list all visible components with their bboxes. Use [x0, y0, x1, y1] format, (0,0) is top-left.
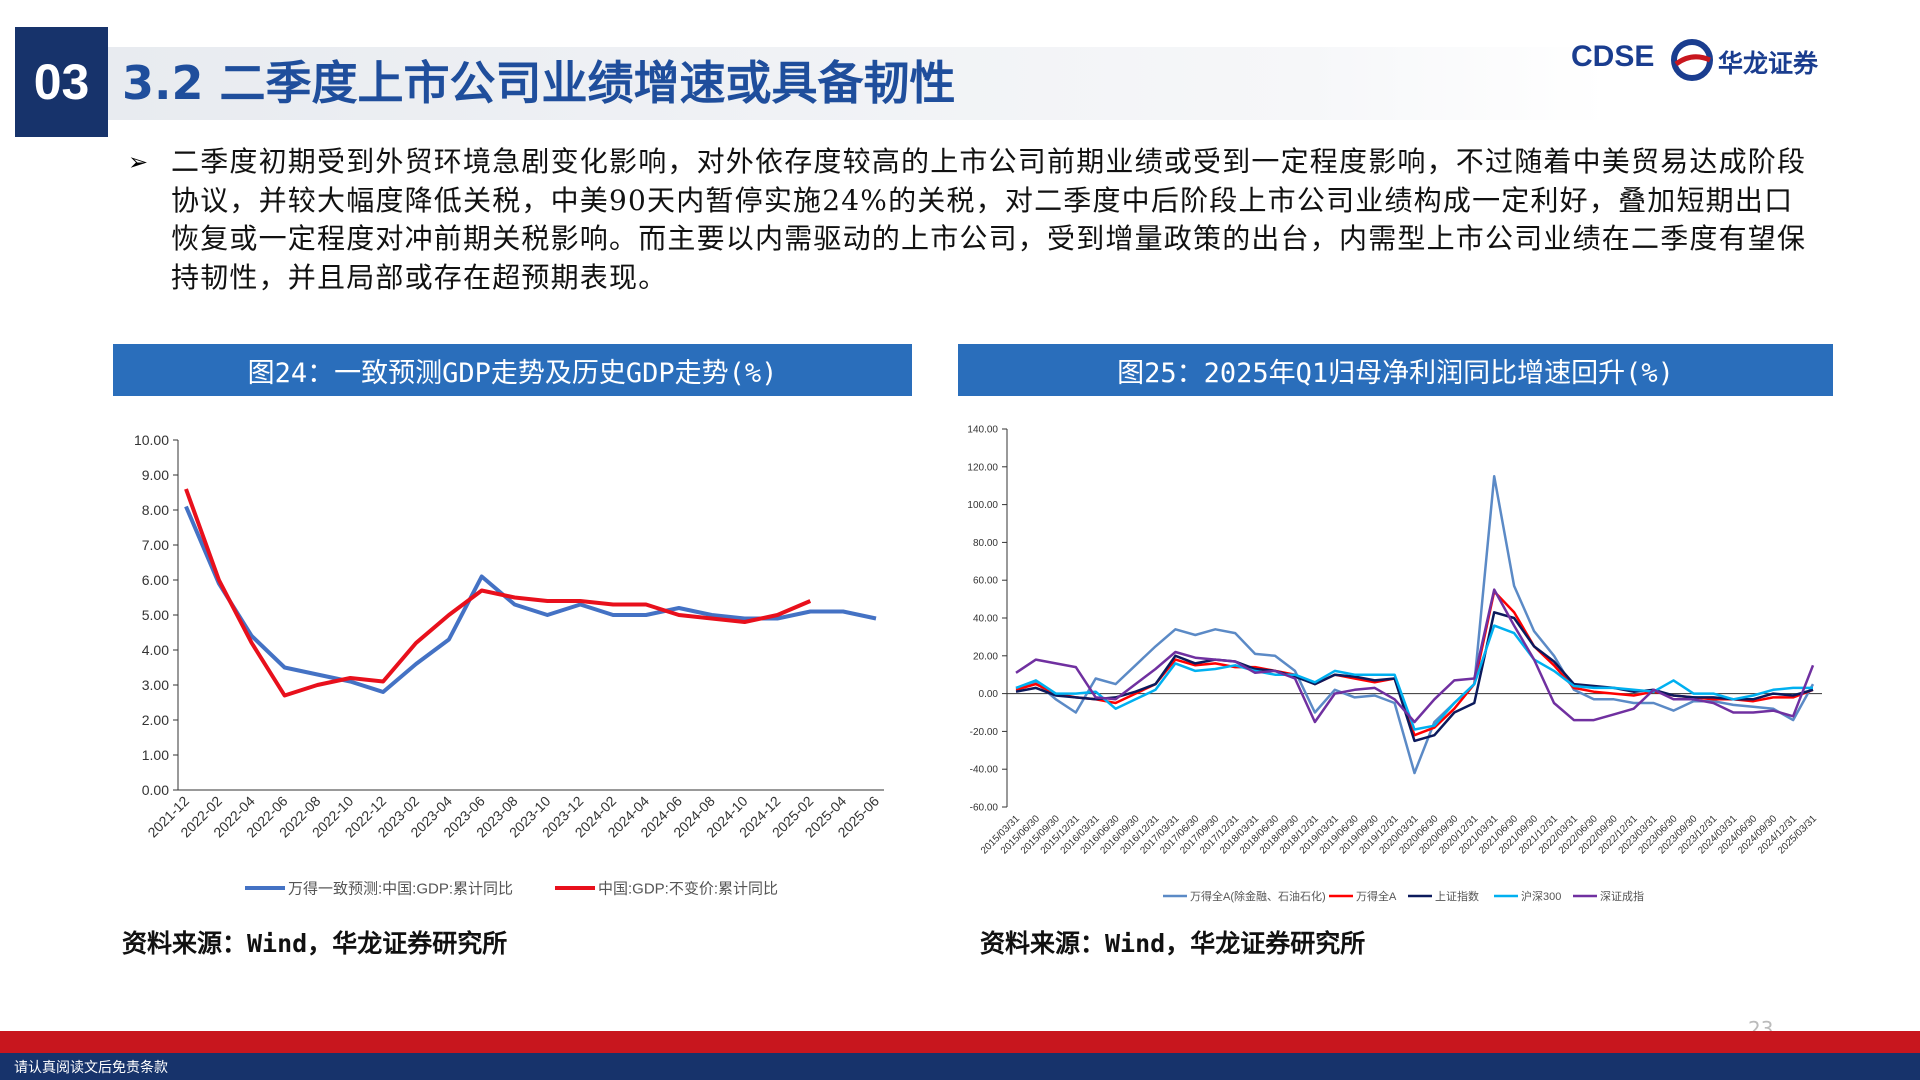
y-tick-label: -60.00 [970, 803, 999, 814]
series-line [1015, 611, 1814, 743]
y-tick-label: 100.00 [967, 500, 998, 511]
y-tick-label: 6.00 [142, 572, 169, 588]
company-name: 华龙证券 [1718, 49, 1819, 78]
series-line [1015, 590, 1814, 737]
series-line [1015, 624, 1813, 731]
y-tick-label: 7.00 [142, 537, 169, 553]
y-tick-label: -20.00 [970, 727, 999, 738]
y-tick-label: 0.00 [979, 689, 999, 700]
series-line [1015, 588, 1815, 724]
legend-label: 沪深300 [1521, 889, 1561, 903]
y-tick-label: 120.00 [967, 462, 998, 473]
legend-label: 上证指数 [1435, 889, 1479, 903]
chart-title: 图24：一致预测GDP走势及历史GDP走势(%) [113, 344, 912, 396]
logo-icon [1671, 39, 1713, 81]
y-tick-label: 9.00 [142, 467, 169, 483]
legend-label: 万得全A [1356, 889, 1397, 903]
legend-label: 深证成指 [1600, 889, 1644, 903]
y-tick-label: 140.00 [967, 425, 998, 436]
y-tick-label: 4.00 [142, 642, 169, 658]
y-tick-label: 1.00 [142, 747, 169, 763]
footer-text: 请认真阅读文后免责条款 [14, 1060, 168, 1076]
y-tick-label: 80.00 [973, 538, 998, 549]
source-note: 资料来源：Wind，华龙证券研究所 [980, 929, 1366, 958]
footer-band [0, 1031, 1920, 1053]
footer-band [0, 1053, 1920, 1080]
paragraph: 二季度初期受到外贸环境急剧变化影响，对外依存度较高的上市公司前期业绩或受到一定程… [171, 145, 1807, 294]
y-tick-label: 8.00 [142, 502, 169, 518]
y-tick-label: 2.00 [142, 712, 169, 728]
chart-title: 图25：2025年Q1归母净利润同比增速回升(%) [958, 344, 1833, 396]
legend-label: 万得一致预测:中国:GDP:累计同比 [288, 880, 513, 897]
y-tick-label: 20.00 [973, 651, 998, 662]
series-line [184, 488, 812, 698]
legend-label: 中国:GDP:不变价:累计同比 [598, 880, 778, 897]
section-number: 03 [15, 27, 108, 137]
series-line [1015, 475, 1815, 775]
y-tick-label: -40.00 [970, 765, 999, 776]
title-band [108, 47, 1608, 120]
bullet-icon: ➢ [128, 148, 149, 176]
y-tick-label: 3.00 [142, 677, 169, 693]
y-tick-label: 0.00 [142, 782, 169, 798]
y-tick-label: 10.00 [134, 432, 169, 448]
y-tick-label: 40.00 [973, 614, 998, 625]
logo-text: CDSE [1571, 40, 1655, 73]
y-tick-label: 60.00 [973, 576, 998, 587]
legend-label: 万得全A(除金融、石油石化) [1190, 889, 1326, 903]
y-tick-label: 5.00 [142, 607, 169, 623]
source-note: 资料来源：Wind，华龙证券研究所 [122, 929, 508, 958]
page-title: 3.2 二季度上市公司业绩增速或具备韧性 [122, 56, 956, 110]
